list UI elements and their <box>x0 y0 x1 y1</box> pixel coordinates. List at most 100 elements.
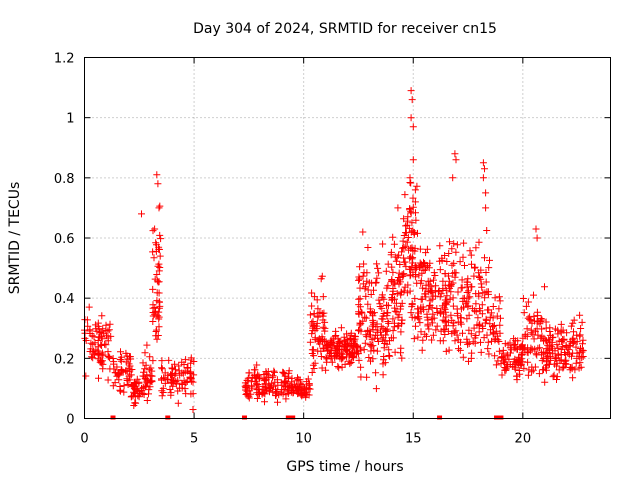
gap-marker <box>494 415 500 420</box>
data-point <box>456 346 464 354</box>
data-point <box>382 267 390 275</box>
y-tick-label: 1.2 <box>54 52 75 67</box>
data-point <box>553 376 560 383</box>
data-point <box>96 358 104 366</box>
data-point <box>362 292 370 300</box>
data-point <box>510 335 518 343</box>
data-point <box>485 350 493 358</box>
data-point <box>534 312 542 320</box>
data-point <box>556 357 564 365</box>
data-point <box>396 261 404 268</box>
data-point <box>563 329 571 337</box>
data-point <box>156 252 164 260</box>
data-point <box>492 327 500 335</box>
data-point <box>379 240 387 248</box>
data-point <box>248 382 255 390</box>
data-point <box>472 244 480 252</box>
data-point <box>343 353 351 361</box>
data-point <box>555 366 563 374</box>
data-point <box>542 364 550 372</box>
data-point <box>417 328 425 336</box>
data-point <box>184 364 192 371</box>
data-point <box>298 390 306 398</box>
data-point <box>174 399 182 407</box>
data-point <box>359 272 367 280</box>
data-point <box>347 329 355 337</box>
data-point <box>82 372 90 380</box>
data-point <box>374 264 382 272</box>
data-point <box>381 359 389 367</box>
data-point <box>126 367 134 375</box>
data-point <box>463 338 471 346</box>
data-point <box>377 328 384 336</box>
data-point <box>432 282 440 290</box>
data-point <box>354 348 362 356</box>
data-point <box>155 204 163 212</box>
data-point <box>97 328 105 336</box>
data-point <box>388 296 396 304</box>
data-point <box>402 222 410 230</box>
data-point <box>420 267 428 274</box>
data-point <box>360 346 368 354</box>
data-point <box>389 327 397 335</box>
data-point <box>182 356 190 364</box>
data-point <box>306 338 314 346</box>
data-point <box>426 259 434 267</box>
data-point <box>532 350 540 358</box>
data-point <box>436 242 444 250</box>
data-point <box>357 327 365 335</box>
data-point <box>424 320 432 328</box>
data-point <box>400 271 408 279</box>
data-point <box>94 337 102 344</box>
data-point <box>443 258 451 265</box>
data-point <box>290 386 298 394</box>
data-point <box>347 359 355 366</box>
data-point <box>432 326 440 334</box>
data-point <box>407 179 415 187</box>
data-point <box>482 315 490 323</box>
data-point <box>102 321 110 329</box>
data-point <box>187 390 195 398</box>
data-point <box>453 241 461 249</box>
data-point <box>404 234 412 241</box>
data-point <box>424 277 432 285</box>
data-point <box>127 355 135 363</box>
data-point <box>425 305 433 313</box>
data-point <box>397 302 405 310</box>
data-point <box>182 379 190 386</box>
data-point <box>308 302 316 310</box>
data-point <box>495 305 503 313</box>
data-point <box>148 372 156 380</box>
data-point <box>153 277 161 285</box>
data-point <box>389 295 396 303</box>
data-point <box>544 354 552 362</box>
data-point <box>451 273 459 281</box>
data-point <box>497 360 505 368</box>
data-point <box>356 344 364 352</box>
data-point <box>293 377 301 385</box>
data-point <box>147 377 155 385</box>
data-point <box>436 293 444 301</box>
data-point <box>132 386 140 394</box>
data-point <box>356 263 364 271</box>
data-point <box>140 391 148 398</box>
data-point <box>515 367 523 374</box>
data-point <box>520 344 528 352</box>
data-point <box>381 326 389 334</box>
data-point <box>105 326 113 334</box>
data-point <box>416 319 424 327</box>
data-point <box>546 331 554 339</box>
data-point <box>481 165 488 173</box>
data-point <box>455 345 462 353</box>
data-point <box>334 348 342 356</box>
data-point <box>155 298 163 306</box>
data-point <box>154 262 162 270</box>
data-point <box>494 332 502 340</box>
data-point <box>452 269 460 277</box>
data-point <box>418 295 426 303</box>
y-tick-label: 0.2 <box>54 352 75 367</box>
data-point <box>364 286 372 294</box>
data-point <box>470 324 478 332</box>
data-point <box>400 254 408 262</box>
data-point <box>411 273 419 281</box>
